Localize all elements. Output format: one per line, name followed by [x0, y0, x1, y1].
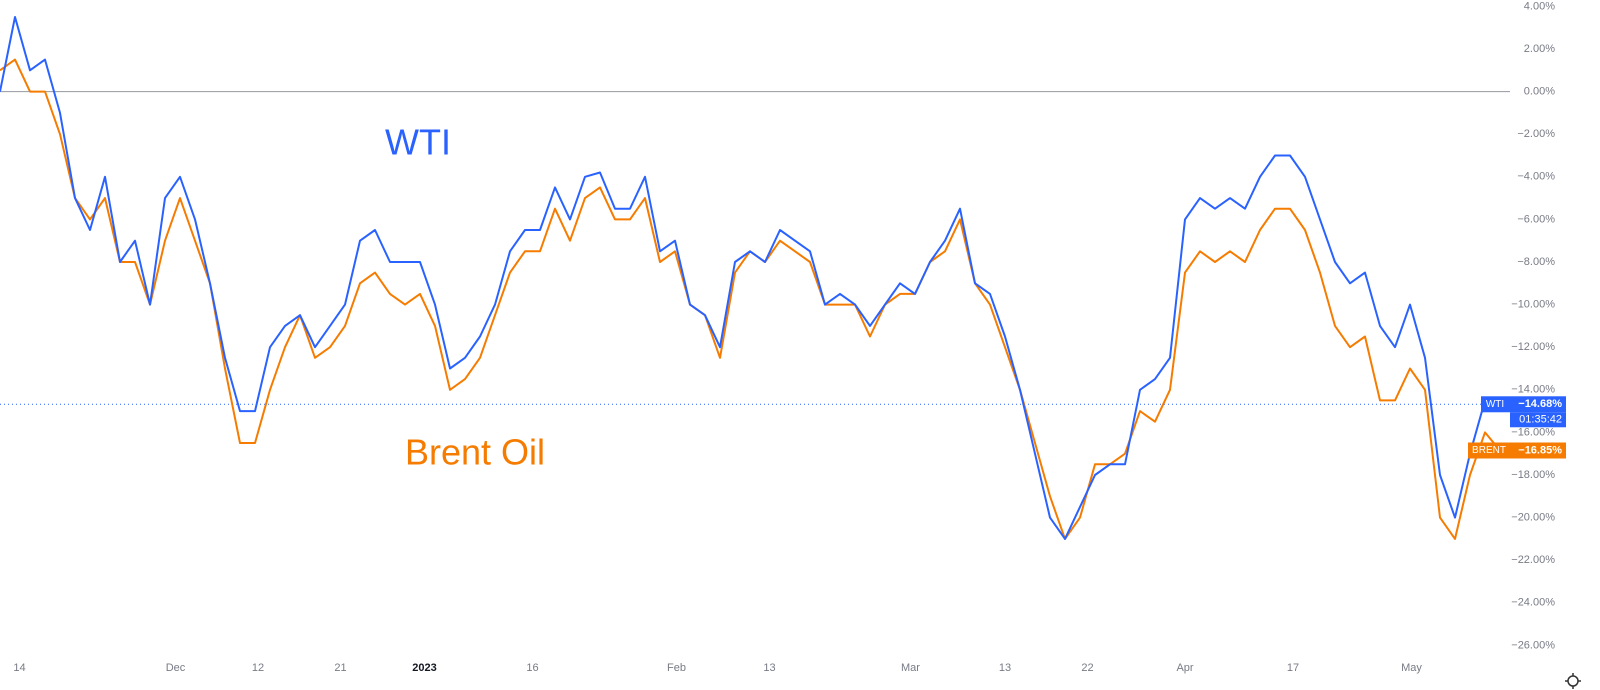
legend-name: BRENT — [1472, 445, 1506, 456]
x-tick-label: May — [1401, 662, 1422, 674]
y-tick-label: −16.00% — [1511, 426, 1555, 438]
y-tick-label: −10.00% — [1511, 299, 1555, 311]
y-tick-label: −2.00% — [1517, 128, 1555, 140]
y-tick-label: −26.00% — [1511, 639, 1555, 651]
y-tick-label: −6.00% — [1517, 213, 1555, 225]
x-tick-label: Mar — [901, 662, 920, 674]
tag-name-bg — [1481, 396, 1510, 413]
y-tick-label: −14.00% — [1511, 384, 1555, 396]
x-tick-label: 17 — [1287, 662, 1299, 674]
countdown: 01:35:42 — [1519, 414, 1562, 426]
last-value-label: −14.68% — [1518, 398, 1562, 410]
y-tick-label: −22.00% — [1511, 554, 1555, 566]
y-tick-label: 4.00% — [1524, 0, 1555, 12]
countdown-bg — [1510, 412, 1566, 428]
y-tick-label: −12.00% — [1511, 341, 1555, 353]
settings-icon[interactable] — [1565, 673, 1581, 689]
legend-name: WTI — [1486, 399, 1504, 410]
y-tick-label: −8.00% — [1517, 256, 1555, 268]
price-tag: BRENT −16.85% — [1468, 442, 1566, 459]
series-line — [0, 16, 1501, 540]
x-tick-label: 2023 — [412, 662, 436, 674]
x-tick-label: 13 — [763, 662, 775, 674]
y-tick-label: −24.00% — [1511, 597, 1555, 609]
x-tick-label: 12 — [252, 662, 264, 674]
x-tick-label: 22 — [1081, 662, 1093, 674]
x-tick-label: 14 — [13, 662, 25, 674]
x-tick-label: Apr — [1176, 662, 1193, 674]
x-tick-label: 13 — [999, 662, 1011, 674]
tag-name-bg — [1468, 442, 1510, 459]
x-tick-label: Dec — [166, 662, 186, 674]
x-tick-label: 21 — [334, 662, 346, 674]
annotation: Brent Oil — [405, 432, 545, 473]
y-tick-label: −4.00% — [1517, 171, 1555, 183]
annotation: WTI — [385, 122, 451, 163]
last-value-label: −16.85% — [1518, 444, 1562, 456]
series-line — [0, 58, 1501, 540]
y-tick-label: 0.00% — [1524, 85, 1555, 97]
tag-bg — [1510, 396, 1566, 413]
y-tick-label: −20.00% — [1511, 512, 1555, 524]
tag-bg — [1510, 442, 1566, 459]
x-tick-label: Feb — [667, 662, 686, 674]
x-tick-label: 16 — [526, 662, 538, 674]
y-tick-label: −18.00% — [1511, 469, 1555, 481]
y-tick-label: 2.00% — [1524, 43, 1555, 55]
price-tag: WTI −14.68% 01:35:42 — [1481, 396, 1566, 428]
